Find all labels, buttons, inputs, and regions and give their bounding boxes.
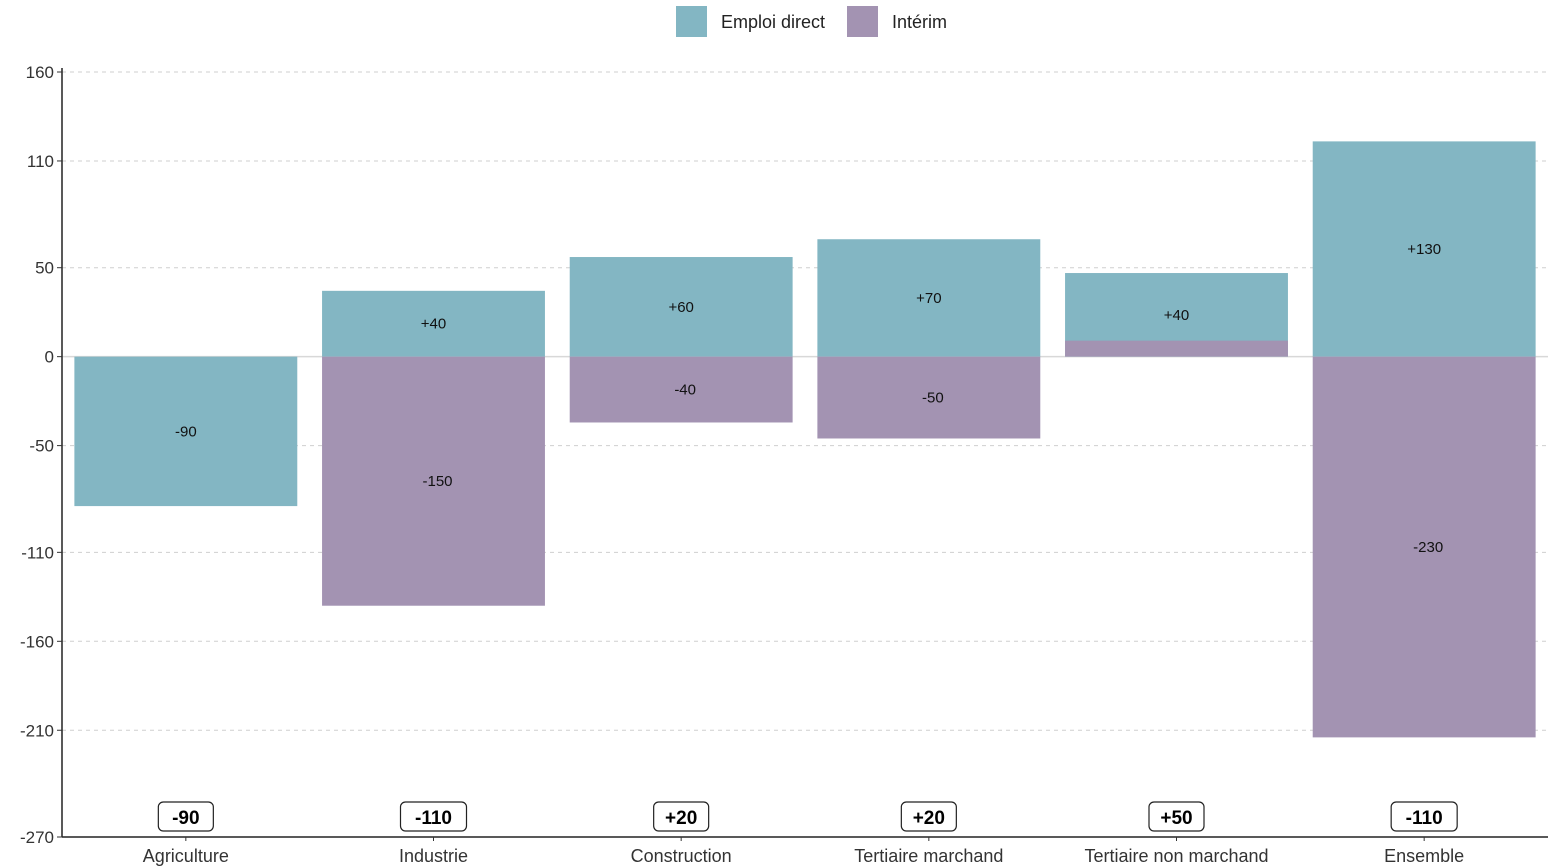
y-tick-label: -270 <box>20 828 54 847</box>
bar-interim <box>1312 356 1536 738</box>
total-label: -110 <box>1406 808 1443 829</box>
legend-label: Intérim <box>892 12 947 32</box>
x-category-label: Tertiaire marchand <box>854 846 1003 866</box>
x-category-label: Agriculture <box>143 846 229 866</box>
x-category-label: Tertiaire non marchand <box>1084 846 1268 866</box>
bar-value-label: -50 <box>922 390 944 407</box>
bar-value-label: -230 <box>1413 539 1443 556</box>
bar-interim <box>1065 340 1288 357</box>
bar-value-label: -40 <box>674 382 696 399</box>
y-tick-label: 160 <box>26 63 54 82</box>
y-tick-label: 0 <box>45 348 54 367</box>
total-label: +20 <box>665 808 697 829</box>
total-label-box <box>900 801 957 832</box>
bar-interim <box>817 356 1041 439</box>
y-tick-label: -160 <box>20 632 54 651</box>
legend: Emploi direct Intérim <box>676 6 947 37</box>
y-tick-label: -50 <box>29 437 54 456</box>
y-tick-label: -110 <box>21 543 54 562</box>
total-label: -110 <box>415 808 452 829</box>
x-category-label: Industrie <box>399 846 468 866</box>
y-tick-label: -210 <box>20 721 54 740</box>
total-label: +50 <box>1160 808 1192 829</box>
bar-emploi-direct <box>322 290 545 357</box>
legend-swatch <box>676 6 707 37</box>
y-axis-ticks: 160 110 50 0 -50 -110 -160 -210 -270 <box>20 63 62 847</box>
bar-interim <box>322 356 545 606</box>
legend-swatch <box>847 6 878 37</box>
bar-emploi-direct <box>1312 141 1536 357</box>
grid-lines <box>62 71 1548 731</box>
x-category-label: Construction <box>631 846 732 866</box>
total-labels: -90 -110 +20 +20 +50 -110 <box>157 801 1458 832</box>
bar-value-label: +130 <box>1407 241 1441 258</box>
total-label-box <box>399 801 468 832</box>
bar-emploi-direct <box>569 257 793 357</box>
bar-value-label: -150 <box>422 473 452 490</box>
bar-value-label: +70 <box>916 290 941 307</box>
bar-value-labels: -90 +40 -150 +60 -40 +70 -50 +40 +130 -230 <box>175 241 1443 556</box>
x-axis-labels: Agriculture Industrie Construction Tertiair… <box>143 837 1464 866</box>
total-label-box <box>653 801 710 832</box>
y-tick-label: 110 <box>27 152 54 171</box>
total-label-box <box>1390 801 1458 832</box>
total-label: +20 <box>913 808 945 829</box>
bar-value-label: +40 <box>1164 307 1189 324</box>
bar-value-label: +40 <box>421 316 446 333</box>
total-label: -90 <box>172 808 199 829</box>
bar-value-label: +60 <box>668 299 693 316</box>
bar-emploi-direct <box>817 239 1041 357</box>
y-tick-label: 50 <box>35 259 54 278</box>
bar-interim <box>569 356 793 423</box>
bar-emploi-direct <box>74 356 298 507</box>
axes <box>61 68 1548 838</box>
bars <box>74 141 1536 738</box>
bar-value-label: -90 <box>175 423 197 440</box>
total-label-box <box>157 801 214 832</box>
legend-label: Emploi direct <box>721 12 825 32</box>
x-category-label: Ensemble <box>1384 846 1464 866</box>
total-label-box <box>1148 801 1205 832</box>
